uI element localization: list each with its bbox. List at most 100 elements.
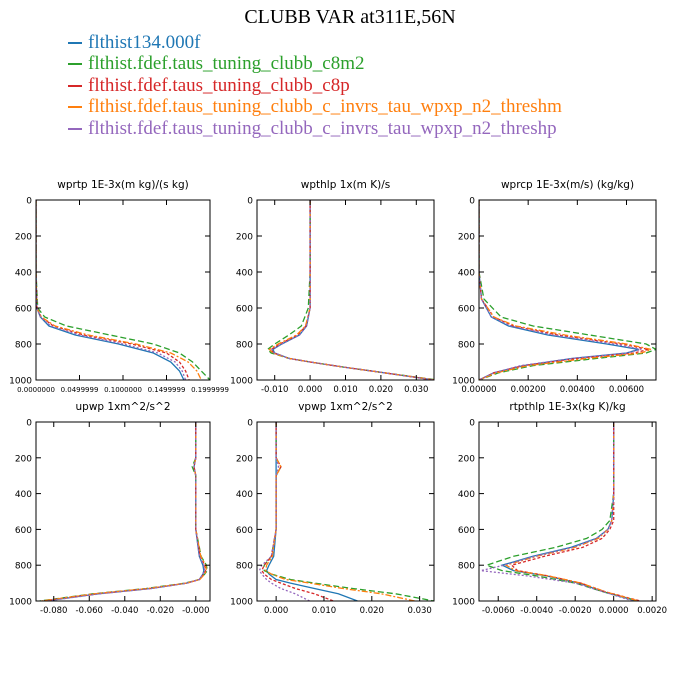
chart-panel: rtpthlp 1E-3x(kg K)/kg02004006008001000-…	[452, 401, 667, 616]
series-line	[479, 200, 654, 380]
y-tick-label: 0	[247, 197, 253, 207]
chart-title: vpwp 1xm^2/s^2	[298, 401, 393, 413]
legend-swatch	[68, 84, 82, 87]
series-line	[258, 422, 310, 601]
y-tick-label: 800	[236, 562, 253, 572]
series-line	[36, 200, 187, 380]
x-tick-label: -0.010	[261, 385, 288, 395]
legend-label: flthist.fdef.taus_tuning_clubb_c_invrs_t…	[88, 117, 557, 139]
series-line	[265, 422, 358, 601]
chart-title: rtpthlp 1E-3x(kg K)/kg	[509, 401, 625, 413]
x-tick-label: 0.020	[360, 606, 384, 616]
plot-frame	[35, 421, 211, 602]
y-tick-label: 600	[236, 305, 253, 315]
y-tick-label: 200	[458, 233, 475, 243]
y-tick-label: 400	[15, 490, 32, 500]
legend-entry: flthist134.000f	[68, 32, 562, 54]
chart-title: upwp 1xm^2/s^2	[76, 401, 171, 413]
legend-swatch	[68, 63, 82, 66]
y-tick-label: 200	[236, 233, 253, 243]
plot-frame	[35, 199, 211, 381]
y-tick-label: 1000	[230, 377, 253, 387]
y-tick-label: 0	[469, 419, 475, 429]
x-tick-label: 0.0000000	[17, 386, 55, 394]
y-tick-label: 600	[458, 305, 475, 315]
x-tick-label: 0.0000	[599, 606, 629, 616]
legend-label: flthist.fdef.taus_tuning_clubb_c8m2	[88, 53, 365, 75]
y-tick-label: 1000	[230, 598, 253, 608]
x-tick-label: -0.000	[182, 606, 209, 616]
y-tick-label: 1000	[9, 598, 32, 608]
chart-title: wpthlp 1x(m K)/s	[301, 179, 391, 191]
series-line	[270, 200, 434, 380]
x-tick-label: 0.020	[369, 385, 393, 395]
series-line	[264, 422, 416, 601]
chart-panel: wprcp 1E-3x(m/s) (kg/kg) 0 200 400 600 800 100…	[452, 179, 657, 395]
series-line	[510, 422, 641, 601]
y-tick-label: 800	[458, 562, 475, 572]
series-line	[41, 422, 208, 601]
y-tick-label: 600	[15, 526, 32, 536]
legend-entry: flthist.fdef.taus_tuning_clubb_c_invrs_t…	[68, 96, 562, 119]
y-tick-label: 600	[236, 526, 253, 536]
x-tick-label: 0.1499999	[148, 386, 186, 394]
series-line	[36, 200, 190, 380]
legend-label: flthist134.000f	[88, 31, 201, 53]
series-line	[261, 422, 334, 601]
y-tick-label: 800	[15, 341, 32, 351]
x-tick-label: 0.000	[298, 385, 322, 395]
x-tick-label: 0.00200	[511, 385, 546, 395]
x-tick-label: -0.0060	[482, 606, 515, 616]
y-tick-label: 200	[458, 454, 475, 464]
y-tick-label: 600	[15, 305, 32, 315]
series-line	[500, 422, 637, 601]
x-tick-label: -0.0020	[559, 606, 592, 616]
series-line	[36, 200, 210, 380]
x-tick-label: 0.010	[333, 385, 357, 395]
series-line	[270, 200, 434, 380]
page-title: CLUBB VAR at311E,56N	[244, 6, 456, 28]
x-tick-label: 0.00600	[609, 385, 644, 395]
legend-swatch	[68, 106, 82, 109]
legend-label: flthist.fdef.taus_tuning_clubb_c8p	[88, 74, 350, 96]
x-tick-label: 0.0499999	[61, 386, 99, 394]
series-line	[43, 422, 207, 601]
y-tick-label: 0	[26, 197, 32, 207]
y-tick-label: 200	[236, 454, 253, 464]
series-line	[480, 422, 634, 601]
series-line	[36, 200, 202, 380]
y-tick-label: 800	[15, 562, 32, 572]
y-tick-label: 200	[15, 233, 32, 243]
chart-panel: vpwp 1xm^2/s^2 0 200 400 600 800 1000 0.000 0.01…	[230, 401, 435, 616]
series-line	[484, 422, 639, 601]
x-tick-label: -0.040	[111, 606, 138, 616]
legend-swatch	[68, 127, 82, 130]
x-tick-label: -0.0040	[520, 606, 553, 616]
y-tick-label: 1000	[452, 377, 475, 387]
x-tick-label: -0.020	[147, 606, 174, 616]
x-tick-label: 0.0020	[637, 606, 667, 616]
y-tick-label: 800	[458, 341, 475, 351]
y-tick-label: 1000	[452, 598, 475, 608]
chart-panel: wpthlp 1x(m K)/s 0 200 400 600 800 1000 -0.010 0…	[230, 179, 435, 395]
y-tick-label: 0	[247, 419, 253, 429]
chart-panel: upwp 1xm^2/s^2 0 200 400 600 800 1000 -0.080 -0.…	[9, 401, 211, 616]
legend-entry: flthist.fdef.taus_tuning_clubb_c8m2	[68, 53, 562, 76]
chart-panel: wprtp 1E-3x(m kg)/(s kg) 0 200 400 600 800 100…	[9, 179, 229, 394]
y-tick-label: 400	[458, 490, 475, 500]
series-line	[44, 422, 205, 601]
x-tick-label: 0.030	[404, 385, 428, 395]
plot-frame	[478, 421, 657, 602]
series-line	[263, 422, 434, 601]
series-line	[36, 200, 185, 380]
legend-entry: flthist.fdef.taus_tuning_clubb_c8p	[68, 75, 562, 97]
series-line	[268, 200, 434, 380]
y-tick-label: 0	[469, 197, 475, 207]
legend: flthist134.000f flthist.fdef.taus_tuning…	[68, 32, 562, 140]
y-tick-label: 1000	[9, 377, 32, 387]
series-line	[479, 200, 642, 380]
x-tick-label: 0.1999999	[191, 386, 229, 394]
plot-frame	[256, 421, 435, 602]
series-line	[266, 200, 434, 380]
